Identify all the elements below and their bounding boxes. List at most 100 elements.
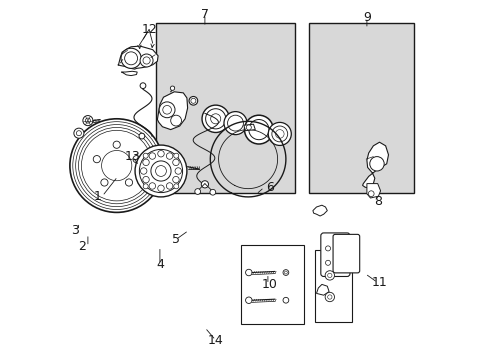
Circle shape — [140, 168, 146, 174]
Bar — [156, 23, 294, 193]
Circle shape — [142, 176, 149, 183]
Circle shape — [268, 122, 291, 145]
Text: 12: 12 — [141, 23, 157, 36]
Circle shape — [201, 181, 208, 188]
Text: 1: 1 — [94, 190, 102, 203]
Text: 13: 13 — [124, 150, 140, 163]
Bar — [314, 250, 352, 322]
Circle shape — [367, 191, 373, 197]
Text: 5: 5 — [172, 233, 180, 246]
Circle shape — [284, 271, 287, 274]
Circle shape — [74, 128, 84, 138]
Circle shape — [283, 297, 288, 303]
Circle shape — [81, 130, 152, 201]
Text: 6: 6 — [265, 181, 273, 194]
Circle shape — [102, 150, 132, 181]
Polygon shape — [362, 142, 387, 188]
Circle shape — [227, 115, 243, 131]
Circle shape — [158, 185, 164, 192]
Circle shape — [245, 269, 251, 276]
Circle shape — [106, 155, 127, 176]
Circle shape — [166, 183, 172, 189]
Circle shape — [76, 131, 81, 136]
Circle shape — [194, 189, 200, 194]
Circle shape — [166, 153, 172, 159]
Circle shape — [124, 52, 137, 65]
Circle shape — [159, 102, 175, 118]
Bar — [309, 23, 413, 193]
Circle shape — [101, 179, 108, 186]
Circle shape — [135, 145, 186, 197]
Circle shape — [170, 86, 174, 90]
Circle shape — [224, 112, 246, 135]
Circle shape — [189, 96, 197, 105]
Text: 2: 2 — [78, 240, 85, 253]
Polygon shape — [121, 71, 137, 76]
Circle shape — [79, 127, 155, 204]
Text: 4: 4 — [156, 258, 163, 271]
Circle shape — [325, 271, 334, 280]
Circle shape — [140, 54, 153, 67]
Text: 10: 10 — [261, 278, 277, 291]
Circle shape — [172, 176, 179, 183]
Circle shape — [70, 119, 163, 212]
Circle shape — [209, 189, 215, 195]
Circle shape — [143, 153, 148, 158]
Circle shape — [175, 168, 181, 174]
FancyBboxPatch shape — [320, 233, 349, 276]
Circle shape — [143, 184, 148, 189]
Circle shape — [149, 153, 155, 159]
Circle shape — [73, 122, 160, 210]
Circle shape — [275, 130, 284, 138]
Circle shape — [327, 295, 331, 299]
Circle shape — [172, 159, 179, 166]
Circle shape — [173, 153, 179, 158]
Circle shape — [248, 120, 268, 140]
Circle shape — [142, 57, 150, 64]
Polygon shape — [244, 124, 255, 131]
Circle shape — [133, 156, 140, 163]
Bar — [241, 245, 303, 324]
Polygon shape — [312, 205, 326, 216]
Circle shape — [155, 166, 166, 176]
Circle shape — [205, 109, 225, 129]
Circle shape — [369, 157, 384, 171]
Text: 8: 8 — [373, 195, 381, 208]
Circle shape — [163, 105, 171, 114]
Circle shape — [283, 270, 288, 275]
Circle shape — [271, 126, 287, 142]
Circle shape — [158, 150, 164, 157]
Circle shape — [325, 260, 330, 265]
Circle shape — [142, 159, 149, 166]
Circle shape — [246, 125, 251, 130]
Circle shape — [173, 184, 179, 189]
Text: 7: 7 — [201, 8, 208, 21]
Circle shape — [76, 125, 158, 207]
Text: 11: 11 — [371, 276, 386, 289]
FancyBboxPatch shape — [332, 234, 359, 273]
Circle shape — [244, 115, 273, 144]
Circle shape — [82, 116, 93, 126]
Circle shape — [335, 260, 340, 265]
Circle shape — [245, 297, 251, 303]
Circle shape — [113, 141, 120, 148]
Circle shape — [93, 156, 100, 163]
Circle shape — [325, 246, 330, 251]
Circle shape — [327, 273, 331, 278]
Circle shape — [335, 246, 340, 251]
Circle shape — [140, 83, 145, 89]
Circle shape — [210, 114, 220, 124]
Circle shape — [325, 292, 334, 302]
Circle shape — [149, 183, 155, 189]
Circle shape — [139, 133, 144, 139]
Polygon shape — [366, 184, 380, 198]
Text: 9: 9 — [362, 11, 370, 24]
Circle shape — [139, 149, 182, 193]
Text: 3: 3 — [71, 224, 79, 237]
Polygon shape — [118, 46, 158, 69]
Text: 14: 14 — [207, 334, 223, 347]
Polygon shape — [316, 284, 328, 295]
Circle shape — [125, 179, 132, 186]
Circle shape — [190, 98, 196, 103]
Circle shape — [170, 115, 181, 126]
